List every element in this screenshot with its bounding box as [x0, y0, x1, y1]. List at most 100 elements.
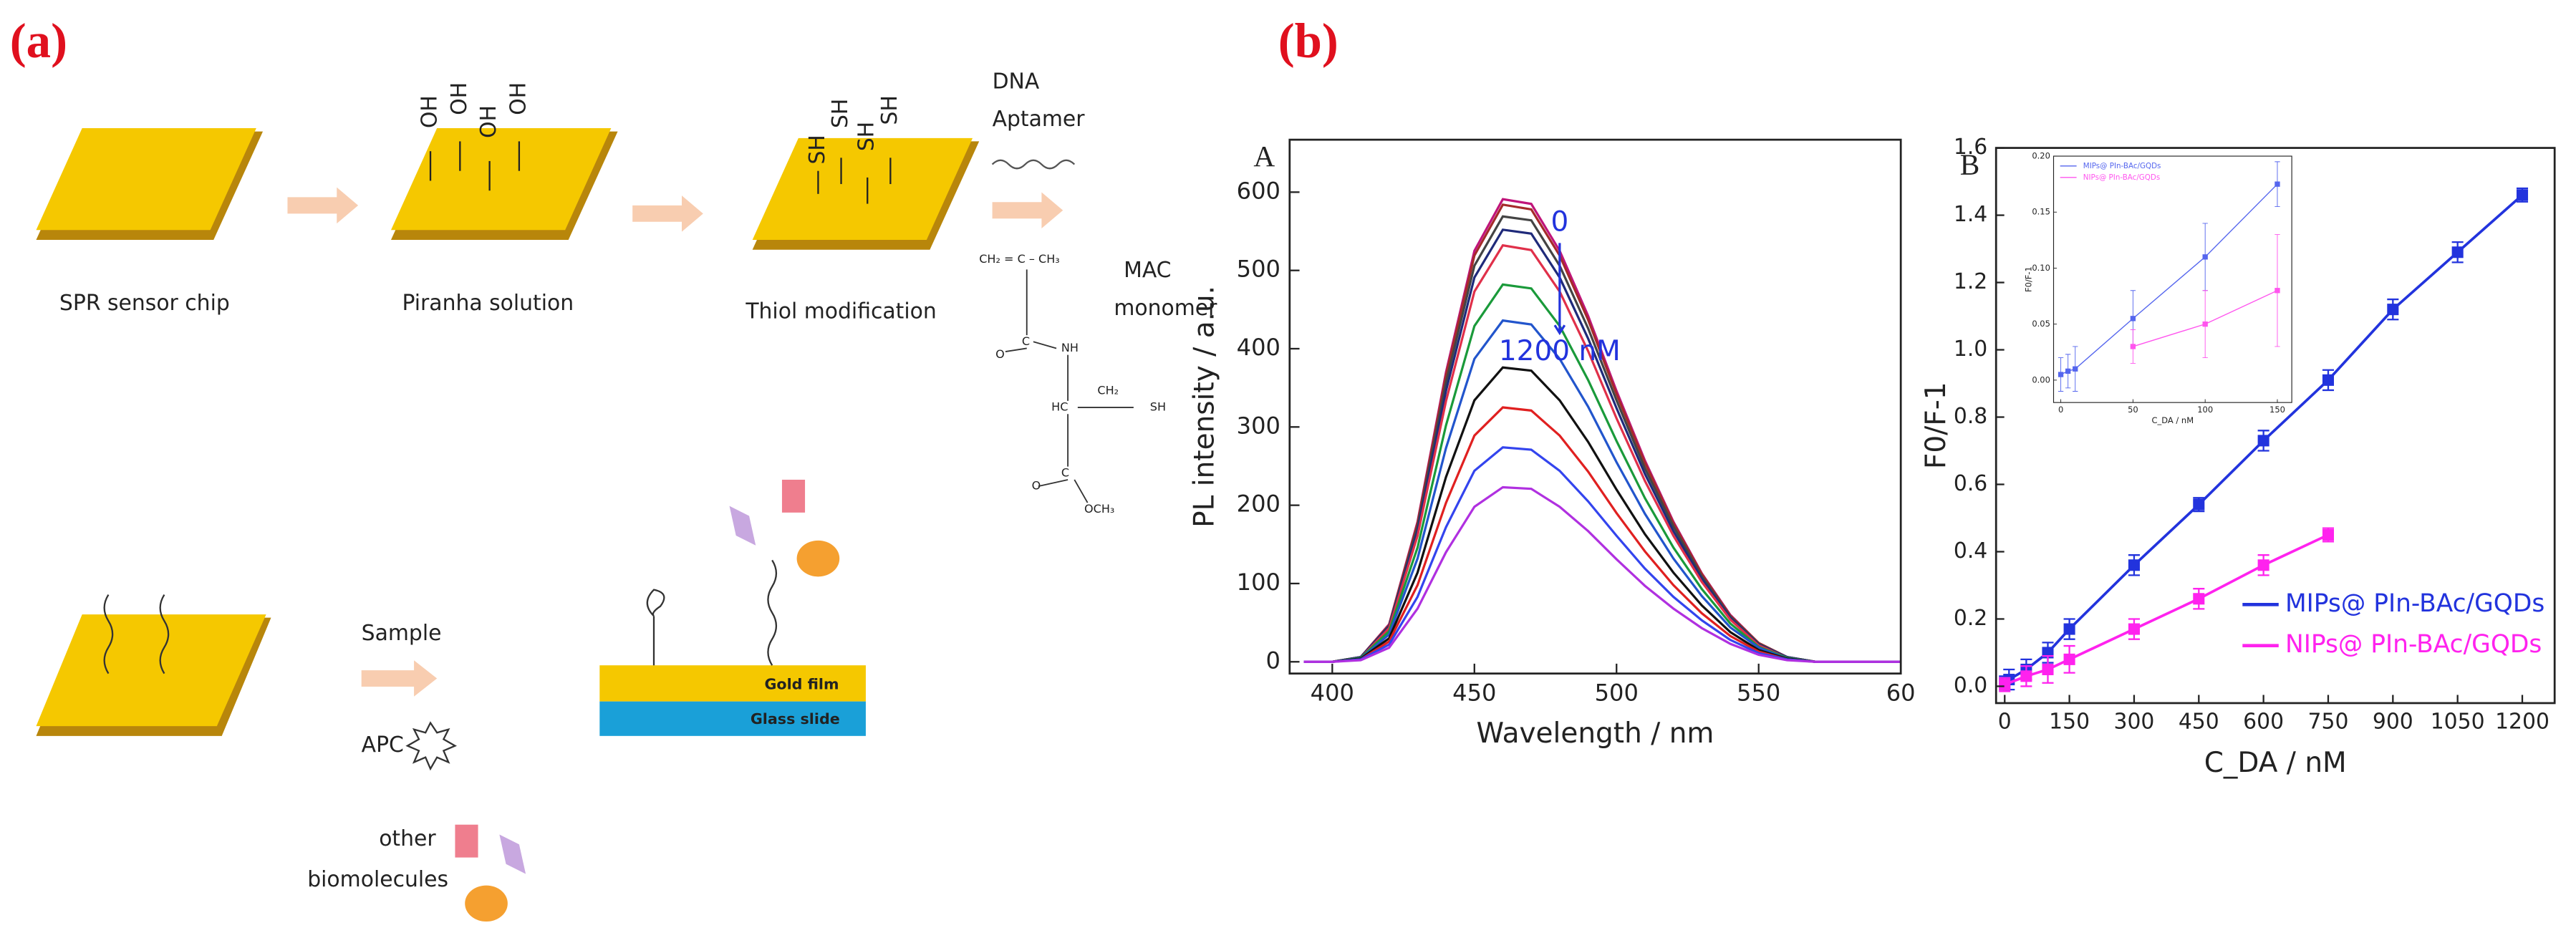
x-axis-label: C_DA / nM — [2152, 415, 2194, 425]
arrow — [992, 192, 1063, 228]
marker — [2202, 321, 2208, 327]
layer-label: Glass slide — [751, 710, 840, 727]
y-tick-label: 0.8 — [1954, 404, 1987, 429]
marker — [2063, 653, 2075, 665]
x-tick-label: 100 — [2197, 405, 2213, 415]
y-tick-label: 300 — [1237, 412, 1280, 439]
chart-panel-label: A — [1253, 140, 1275, 173]
plot-frame — [1994, 147, 2556, 705]
y-tick-label: 1.2 — [1954, 269, 1987, 294]
y-tick-label: 1.4 — [1954, 202, 1987, 227]
marker — [2073, 366, 2078, 372]
atom-label: C — [1022, 334, 1030, 348]
atom-label: CH₂ = C – CH₃ — [979, 252, 1060, 266]
y-tick-label: 0.0 — [1954, 673, 1987, 698]
marker — [1999, 679, 2011, 691]
x-tick-label: 0 — [2058, 405, 2063, 415]
reagent-label: Aptamer — [993, 107, 1086, 132]
arrow — [632, 195, 703, 232]
spectrum — [1303, 243, 1901, 663]
marker — [2130, 316, 2136, 321]
marker — [2274, 288, 2280, 294]
x-axis-label: C_DA / nM — [2204, 747, 2347, 779]
x-tick-label: 60 — [1886, 680, 1916, 707]
x-tick-label: 450 — [1452, 680, 1496, 707]
y-axis-label: F0/F-1 — [2024, 266, 2034, 292]
aptamer — [991, 159, 1076, 170]
y-tick-label: 0.00 — [2032, 374, 2050, 385]
marker — [2063, 623, 2075, 635]
annotation: 1200 nM — [1499, 335, 1621, 367]
atom-label: O — [995, 347, 1005, 361]
y-tick-label: 100 — [1237, 569, 1280, 596]
x-tick-label: 900 — [2373, 709, 2413, 734]
biomolecule — [729, 506, 756, 546]
gold-film — [599, 665, 866, 702]
marker — [2516, 189, 2529, 201]
biomolecule — [796, 540, 840, 577]
spectrum — [1303, 485, 1901, 663]
reagent-label: monomer — [1114, 296, 1217, 321]
marker — [2065, 368, 2071, 374]
x-tick-label: 0 — [1998, 709, 2012, 734]
group-label: OH — [476, 105, 501, 138]
step-label: SPR sensor chip — [59, 291, 230, 316]
y-tick-label: 200 — [1237, 490, 1280, 518]
spectrum — [1303, 198, 1901, 663]
y-tick-label: 500 — [1237, 256, 1280, 283]
atom-label: HC — [1051, 400, 1068, 414]
marker — [2257, 559, 2269, 571]
atom-label: O — [1032, 479, 1041, 493]
y-tick-label: 0.2 — [1954, 606, 1987, 631]
annotation-arrow — [1553, 243, 1566, 336]
x-tick-label: 500 — [1595, 680, 1639, 707]
atom-label: SH — [1150, 400, 1166, 414]
y-tick-label: 1.6 — [1954, 135, 1987, 160]
group-label: SH — [828, 99, 853, 128]
arrow — [361, 660, 438, 697]
atom-label: CH₂ — [1097, 384, 1119, 397]
x-tick-label: 1200 — [2495, 709, 2550, 734]
x-tick-label: 300 — [2113, 709, 2154, 734]
chip — [390, 128, 618, 241]
legend-label: NIPs@ PIn-BAc/GQDs — [2285, 630, 2542, 659]
x-tick-label: 150 — [2269, 405, 2285, 415]
marker — [2274, 181, 2280, 187]
y-tick-label: 0.05 — [2032, 319, 2050, 329]
aptamer — [646, 559, 778, 666]
x-tick-label: 1050 — [2431, 709, 2485, 734]
marker — [2193, 593, 2205, 605]
x-axis-label: Wavelength / nm — [1477, 717, 1714, 750]
sample-label: Sample — [362, 621, 442, 646]
marker — [2322, 528, 2335, 541]
plot-frame — [1288, 138, 1902, 675]
atom-label: OCH₃ — [1084, 502, 1114, 516]
marker — [2058, 372, 2064, 377]
glass-slide — [599, 701, 866, 736]
marker — [2451, 246, 2464, 258]
y-tick-label: 0.4 — [1954, 538, 1987, 564]
marker — [2042, 663, 2054, 675]
group-label: OH — [506, 82, 531, 115]
monomer-structure: CH₂ = C – CH₃ C O NH HC CH₂ SH C O OCH₃ — [979, 252, 1166, 516]
x-tick-label: 750 — [2308, 709, 2349, 734]
apc-icon — [405, 721, 458, 771]
panel-label: (a) — [10, 14, 67, 68]
y-tick-label: 0.20 — [2032, 151, 2050, 161]
y-axis-label: PL intensity / a.u. — [1188, 286, 1220, 528]
marker — [2128, 559, 2140, 571]
x-tick-label: 400 — [1311, 680, 1354, 707]
y-tick-label: 1.0 — [1954, 337, 1987, 362]
marker — [2193, 498, 2205, 511]
legend-label: NIPs@ PIn-BAc/GQDs — [2083, 173, 2160, 182]
sample-label: biomolecules — [307, 867, 448, 892]
marker — [2322, 374, 2335, 386]
chip — [752, 137, 980, 250]
legend-label: MIPs@ PIn-BAc/GQDs — [2285, 589, 2544, 618]
marker — [2257, 435, 2269, 447]
sample-label: APC — [362, 732, 404, 758]
arrow — [287, 187, 359, 224]
group-label: OH — [418, 95, 443, 128]
atom-label: NH — [1061, 341, 1079, 354]
x-tick-label: 450 — [2179, 709, 2219, 734]
